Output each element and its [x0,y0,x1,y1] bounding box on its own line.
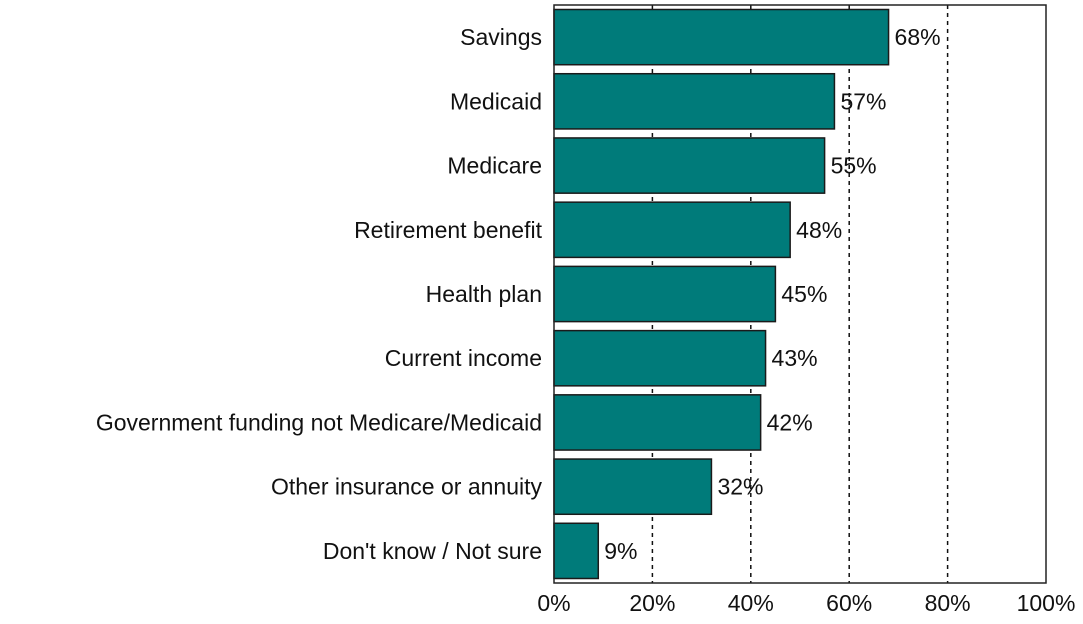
bar [553,265,777,323]
data-label: 57% [840,88,886,114]
bar [553,72,836,130]
category-label: Current income [385,345,542,371]
category-label: Savings [460,24,542,50]
x-tick-label: 60% [826,590,872,616]
bars [553,8,890,580]
category-label: Don't know / Not sure [323,538,542,564]
bar [553,458,713,516]
category-label: Health plan [426,281,542,307]
data-label: 42% [767,409,813,435]
category-label: Government funding not Medicare/Medicaid [96,409,542,435]
x-tick-label: 0% [537,590,570,616]
data-label: 68% [895,24,941,50]
data-label: 32% [717,474,763,500]
data-label: 9% [604,538,637,564]
data-label: 45% [781,281,827,307]
x-tick-label: 100% [1017,590,1076,616]
bar [553,394,762,451]
x-tick-label: 20% [629,590,675,616]
x-tick-label: 80% [925,590,971,616]
category-label: Retirement benefit [354,217,543,243]
category-label: Other insurance or annuity [271,474,543,500]
bar [553,522,600,580]
data-label: 55% [831,153,877,179]
category-label: Medicare [447,153,542,179]
x-tick-labels: 0% 20% 40% 60% 80% 100% [537,590,1075,616]
bar [553,201,791,259]
data-label: 48% [796,217,842,243]
x-tick-label: 40% [728,590,774,616]
bar [553,137,826,194]
bar [553,8,890,66]
value-labels: 68% 57% 55% 48% 45% 43% 42% 32% 9% [604,24,940,564]
data-label: 43% [772,345,818,371]
plot-frame [553,4,1047,584]
bar [553,329,767,387]
category-label: Medicaid [450,88,542,114]
category-labels: Savings Medicaid Medicare Retirement benefi… [96,24,543,564]
